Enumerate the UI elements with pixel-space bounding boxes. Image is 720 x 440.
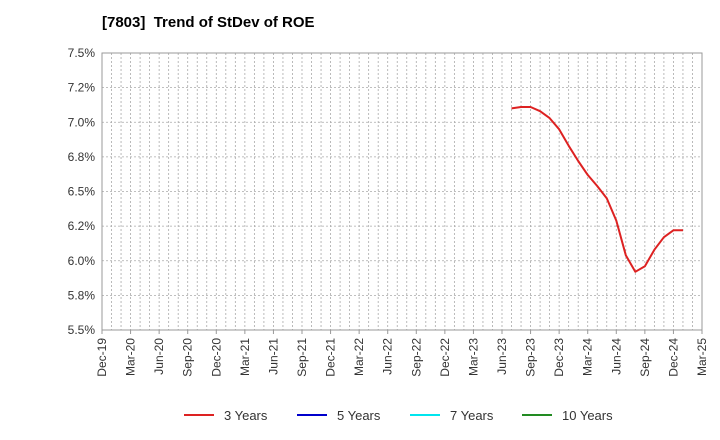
y-tick-label: 6.2% (68, 219, 96, 233)
y-tick-label: 5.5% (68, 323, 96, 337)
series-line (511, 106, 683, 273)
x-tick-label: Sep-24 (638, 338, 652, 377)
x-tick-label: Sep-21 (295, 338, 309, 377)
legend-label: 5 Years (337, 408, 381, 423)
x-tick-label: Jun-23 (495, 338, 509, 375)
x-tick-label: Mar-25 (695, 338, 709, 376)
x-tick-label: Jun-24 (609, 338, 623, 375)
legend: 3 Years 5 Years 7 Years 10 Years (184, 408, 613, 423)
x-tick-label: Dec-20 (209, 338, 223, 377)
x-tick-label: Dec-23 (552, 338, 566, 377)
y-tick-label: 5.8% (68, 288, 96, 302)
y-axis-ticks: 7.5% 7.2% 7.0% 6.8% 6.5% 6.2% 6.0% 5.8% 5.5% (68, 46, 96, 337)
legend-label: 7 Years (450, 408, 494, 423)
x-tick-label: Dec-24 (666, 338, 680, 377)
y-tick-label: 7.5% (68, 46, 96, 60)
x-tick-label: Mar-20 (124, 338, 138, 376)
x-tick-label: Dec-22 (438, 338, 452, 377)
grid-lines (102, 53, 702, 330)
x-tick-label: Sep-20 (181, 338, 195, 377)
x-axis-ticks: Dec-19 Mar-20 Jun-20 Sep-20 Dec-20 Mar-21 Jun-… (95, 330, 709, 377)
x-tick-label: Sep-23 (524, 338, 538, 377)
series-lines (511, 106, 683, 273)
x-tick-label: Dec-21 (324, 338, 338, 377)
legend-label: 10 Years (562, 408, 613, 423)
y-tick-label: 6.8% (68, 150, 96, 164)
x-tick-label: Jun-21 (266, 338, 280, 375)
x-tick-label: Jun-20 (152, 338, 166, 375)
y-tick-label: 6.0% (68, 254, 96, 268)
x-tick-label: Mar-24 (581, 338, 595, 376)
y-tick-label: 6.5% (68, 185, 96, 199)
plot-area (101, 52, 703, 331)
x-tick-label: Sep-22 (409, 338, 423, 377)
x-tick-label: Jun-22 (381, 338, 395, 375)
y-tick-label: 7.0% (68, 115, 96, 129)
x-tick-label: Mar-23 (466, 338, 480, 376)
x-tick-label: Dec-19 (95, 338, 109, 377)
x-tick-label: Mar-22 (352, 338, 366, 376)
y-tick-label: 7.2% (68, 81, 96, 95)
chart-title: [7803] Trend of StDev of ROE (102, 14, 315, 31)
x-tick-label: Mar-21 (238, 338, 252, 376)
legend-label: 3 Years (224, 408, 268, 423)
